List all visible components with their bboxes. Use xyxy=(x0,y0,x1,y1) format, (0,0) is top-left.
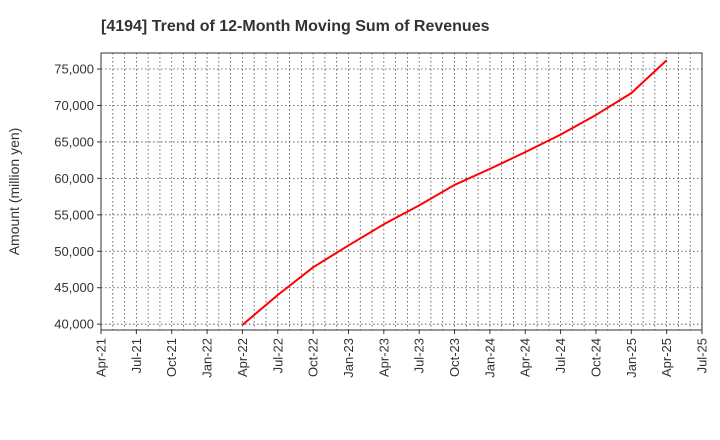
y-tick-label: 40,000 xyxy=(54,317,94,332)
x-tick-label: Jul-22 xyxy=(270,338,285,373)
x-tick-label: Jan-24 xyxy=(482,338,497,378)
y-tick-label: 50,000 xyxy=(54,244,94,259)
x-tick-label: Apr-22 xyxy=(235,338,250,377)
y-tick-label: 75,000 xyxy=(54,62,94,77)
y-axis-label: Amount (million yen) xyxy=(6,128,22,256)
x-tick-label: Jul-24 xyxy=(553,338,568,373)
x-tick-label: Oct-24 xyxy=(588,338,603,377)
x-tick-label: Jan-25 xyxy=(624,338,639,378)
x-tick-label: Jan-23 xyxy=(341,338,356,378)
x-tick-label: Jul-21 xyxy=(129,338,144,373)
x-tick-label: Apr-21 xyxy=(94,338,109,377)
y-tick-label: 45,000 xyxy=(54,280,94,295)
x-tick-label: Jul-23 xyxy=(412,338,427,373)
y-tick-label: 55,000 xyxy=(54,207,94,222)
y-tick-label: 60,000 xyxy=(54,171,94,186)
series-layer xyxy=(241,59,668,326)
x-tick-label: Apr-25 xyxy=(659,338,674,377)
x-tick-label: Oct-21 xyxy=(164,338,179,377)
x-tick-label: Jul-25 xyxy=(695,338,710,373)
chart-title: [4194] Trend of 12-Month Moving Sum of R… xyxy=(101,18,490,35)
y-tick-label: 65,000 xyxy=(54,134,94,149)
y-axis: 40,000 45,000 50,000 55,000 60,000 65,000 70,0… xyxy=(54,62,101,332)
x-axis: Apr-21 Jul-21 Oct-21 Jan-22 Apr-22 Jul-22 Oct-… xyxy=(94,330,710,378)
grid xyxy=(101,53,702,330)
x-tick-label: Jan-22 xyxy=(200,338,215,378)
x-tick-label: Oct-22 xyxy=(306,338,321,377)
series-line xyxy=(241,59,668,326)
x-tick-label: Oct-23 xyxy=(447,338,462,377)
plot-area xyxy=(100,52,703,331)
x-tick-label: Apr-23 xyxy=(376,338,391,377)
x-tick-label: Apr-24 xyxy=(518,338,533,377)
y-tick-label: 70,000 xyxy=(54,98,94,113)
